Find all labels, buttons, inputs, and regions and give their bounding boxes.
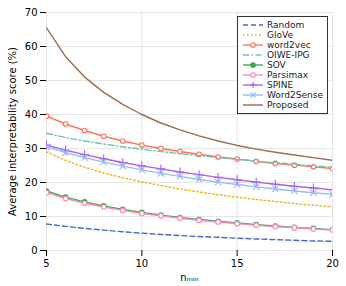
svg-text:10: 10 (135, 258, 148, 269)
html-text:Proposed: Proposed (267, 100, 309, 110)
html-text:Parsimax: Parsimax (267, 70, 308, 80)
html-text:SOV: SOV (267, 60, 286, 70)
svg-text:20: 20 (326, 258, 339, 269)
html-text:OIWE-IPG: OIWE-IPG (267, 50, 310, 60)
svg-text:10: 10 (25, 211, 38, 222)
svg-text:nₘᵢₙ: nₘᵢₙ (180, 272, 198, 283)
svg-text:5: 5 (43, 258, 49, 269)
svg-text:20: 20 (25, 177, 38, 188)
svg-text:Average interpretability score: Average interpretability score (%) (7, 47, 18, 216)
svg-text:40: 40 (25, 109, 38, 120)
svg-text:15: 15 (231, 258, 244, 269)
svg-text:0: 0 (31, 245, 37, 256)
svg-text:60: 60 (25, 41, 38, 52)
html-text:Word2Sense: Word2Sense (267, 90, 323, 100)
html-text:GloVe: GloVe (267, 30, 293, 40)
svg-text:30: 30 (25, 143, 38, 154)
svg-text:70: 70 (25, 7, 38, 18)
html-text:SPINE: SPINE (267, 80, 294, 90)
html-text:Random: Random (267, 20, 305, 30)
html-text:word2vec: word2vec (267, 40, 311, 50)
svg-text:50: 50 (25, 75, 38, 86)
